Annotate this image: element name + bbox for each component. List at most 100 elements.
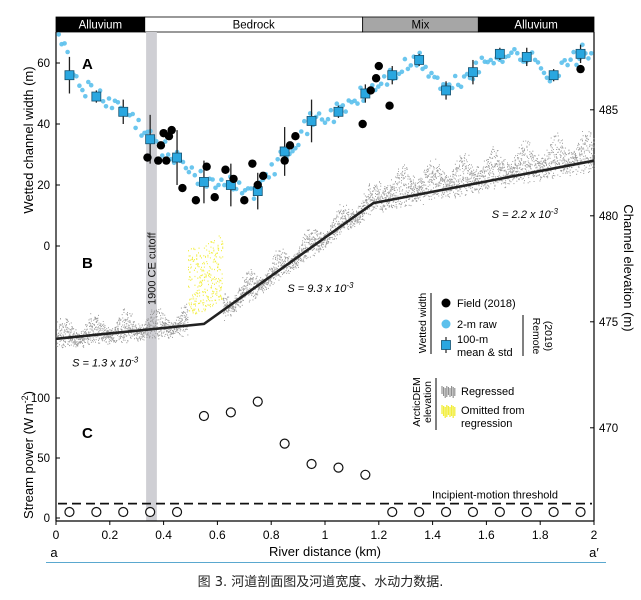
- reach-label-0: Alluvium: [79, 20, 122, 32]
- stream-power-point-6: [225, 407, 236, 418]
- raw-width-point: [290, 148, 295, 154]
- field-point-1: [156, 141, 166, 150]
- stream-power-point-8: [279, 438, 290, 449]
- raw-width-point: [334, 101, 340, 106]
- field-point-13: [240, 196, 249, 205]
- slope-label-text-1: S = 9.3 x 10: [287, 283, 347, 295]
- raw-width-point: [62, 41, 67, 46]
- raw-width-point: [352, 98, 357, 104]
- raw-width-point: [488, 57, 494, 63]
- raw-width-point: [473, 60, 479, 66]
- raw-width-point: [88, 82, 94, 88]
- legend-remote-2: (2019): [542, 321, 554, 351]
- mean-marker-8: [279, 146, 290, 157]
- mean-marker-5: [199, 177, 209, 187]
- axes: 0 0.2 0.4 0.6 0.8 1 1.2 1.4 1.6 1.8 2 River distanc…: [20, 32, 636, 560]
- x-axis-title: River distance (km): [269, 544, 381, 559]
- stream-power-point-13: [414, 506, 425, 518]
- stream-power-point-4: [171, 506, 183, 518]
- raw-width-point: [376, 84, 381, 89]
- raw-width-point: [402, 56, 408, 62]
- slope-label-exp-0: -3: [131, 355, 139, 364]
- x-end-label: a′: [589, 545, 599, 560]
- a-y-tick-label-3: 60: [37, 58, 50, 70]
- x-tick-label-7: 1.4: [424, 528, 441, 542]
- field-point-4: [162, 156, 171, 165]
- stream-power-point-5: [198, 410, 210, 422]
- raw-width-point: [408, 63, 414, 68]
- threshold-label: Incipient-motion threshold: [432, 490, 558, 502]
- raw-width-point: [541, 70, 547, 76]
- raw-width-point: [248, 186, 254, 191]
- caption-rule: [46, 562, 606, 563]
- field-point-19: [291, 132, 300, 141]
- mean-marker-15: [468, 67, 478, 78]
- mean-marker-3: [145, 134, 156, 145]
- raw-width-point: [275, 157, 281, 162]
- b-y-tick-label-0: 470: [599, 423, 618, 435]
- raw-width-point: [325, 116, 331, 122]
- raw-width-point: [80, 87, 85, 93]
- legend-raw-marker: [441, 319, 451, 329]
- raw-width-point: [65, 49, 70, 55]
- stream-power-point-7: [252, 396, 263, 407]
- raw-width-point: [355, 101, 360, 106]
- raw-width-point: [189, 165, 195, 170]
- raw-width-point: [100, 99, 106, 104]
- field-point-21: [366, 86, 375, 95]
- raw-width-point: [491, 60, 497, 66]
- cutoff-label: 1900 CE cutoff: [146, 231, 158, 305]
- field-point-17: [280, 156, 289, 165]
- labels: A B C: [82, 56, 93, 442]
- reach-label-2: Mix: [412, 20, 430, 32]
- slope-label-text-0: S = 1.3 x 10: [72, 357, 132, 369]
- stream-power-point-17: [521, 506, 532, 518]
- legend-field-text: Field (2018): [457, 298, 516, 310]
- raw-width-point: [154, 139, 159, 144]
- reach-3: [477, 16, 595, 33]
- raw-width-point: [512, 47, 517, 52]
- raw-width-point: [423, 64, 428, 70]
- raw-width-point: [213, 185, 218, 191]
- mean-marker-13: [414, 55, 425, 65]
- figure: Alluvium Bedrock Mix Alluvium 1900 CE cutof…: [20, 16, 636, 560]
- dem-regressed-points: [56, 130, 595, 349]
- raw-width-point: [562, 58, 567, 63]
- raw-width-point: [239, 190, 245, 196]
- field-point-14: [248, 159, 257, 168]
- regression-line: [55, 159, 595, 341]
- raw-width-point: [86, 79, 91, 85]
- slope-label-1: S = 9.3 x 10-3: [287, 281, 354, 296]
- raw-width-point: [216, 182, 221, 188]
- raw-width-point: [186, 169, 192, 175]
- c-y-tick-label-2: 100: [31, 393, 50, 405]
- raw-width-point: [458, 84, 464, 90]
- raw-width-point: [106, 96, 112, 101]
- raw-width-point: [136, 117, 141, 123]
- raw-width-point: [319, 117, 325, 122]
- raw-width-point: [399, 69, 405, 75]
- c-y-tick-label-1: 50: [37, 453, 50, 465]
- x-tick-label-5: 1: [322, 528, 329, 542]
- legend: Wetted width Field (2018) 2-m raw 100-mmean…: [411, 293, 554, 430]
- regression-lines: S = 1.3 x 10-3S = 9.3 x 10-3S = 2.2 x 10…: [55, 159, 595, 369]
- raw-width-point: [236, 180, 242, 185]
- mean-marker-9: [306, 116, 317, 126]
- raw-width-point: [195, 181, 201, 187]
- stream-power-point-14: [440, 506, 452, 518]
- a-y-axis-title: Wetted channel width (m): [21, 66, 36, 213]
- raw-width-point: [589, 51, 594, 56]
- dem-omitted-points: [188, 235, 224, 315]
- raw-width-point: [500, 59, 505, 65]
- raw-width-point: [266, 175, 272, 180]
- mean-marker-18: [548, 70, 559, 81]
- field-point-2: [154, 156, 163, 165]
- raw-width-point: [452, 73, 458, 79]
- legend-regressed-marker: [441, 386, 456, 398]
- mean-marker-2: [118, 106, 129, 117]
- raw-width-point: [340, 103, 346, 108]
- mean-marker-17: [521, 52, 532, 62]
- field-point-6: [167, 125, 176, 135]
- field-point-12: [229, 174, 238, 184]
- field-point-8: [191, 196, 201, 205]
